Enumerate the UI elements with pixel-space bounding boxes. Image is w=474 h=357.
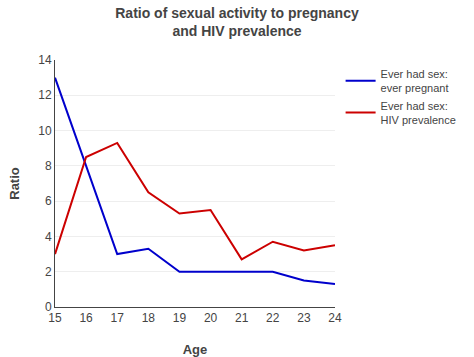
svg-text:22: 22 bbox=[266, 311, 280, 325]
svg-text:Ever had sex:HIV prevalence: Ever had sex:HIV prevalence bbox=[381, 100, 456, 126]
svg-text:23: 23 bbox=[297, 311, 311, 325]
svg-text:18: 18 bbox=[142, 311, 156, 325]
svg-text:16: 16 bbox=[79, 311, 93, 325]
svg-text:Ratio of sexual activity to pr: Ratio of sexual activity to pregnancyand… bbox=[115, 5, 359, 39]
svg-text:19: 19 bbox=[173, 311, 187, 325]
svg-text:4: 4 bbox=[45, 230, 52, 244]
svg-text:17: 17 bbox=[111, 311, 125, 325]
svg-text:0: 0 bbox=[45, 300, 52, 314]
svg-text:Ever had sex:ever pregnant: Ever had sex:ever pregnant bbox=[381, 68, 449, 94]
svg-text:12: 12 bbox=[38, 88, 52, 102]
svg-text:14: 14 bbox=[38, 53, 52, 67]
svg-text:24: 24 bbox=[328, 311, 342, 325]
svg-text:6: 6 bbox=[45, 194, 52, 208]
svg-text:10: 10 bbox=[38, 124, 52, 138]
svg-text:2: 2 bbox=[45, 265, 52, 279]
svg-text:Ratio: Ratio bbox=[7, 167, 22, 200]
svg-text:20: 20 bbox=[204, 311, 218, 325]
svg-text:8: 8 bbox=[45, 159, 52, 173]
svg-text:15: 15 bbox=[48, 311, 62, 325]
svg-text:Age: Age bbox=[183, 342, 208, 357]
svg-text:21: 21 bbox=[235, 311, 249, 325]
